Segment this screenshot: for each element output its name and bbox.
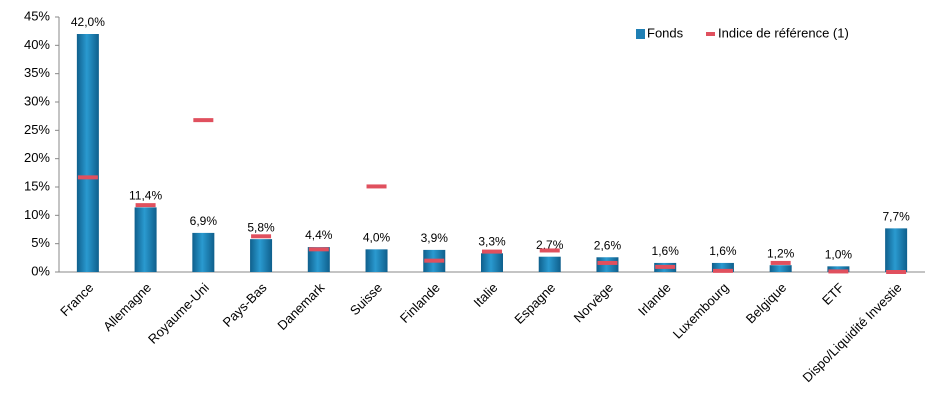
x-tick-label: Belgique xyxy=(743,280,789,326)
benchmark-marker xyxy=(193,118,214,123)
y-tick-label: 15% xyxy=(24,178,50,193)
x-tick-label: ETF xyxy=(819,280,847,308)
benchmark-marker xyxy=(135,203,156,208)
y-tick-label: 20% xyxy=(24,150,50,165)
value-label: 7,7% xyxy=(882,210,910,224)
value-label: 1,6% xyxy=(709,244,737,258)
x-tick-label: Finlande xyxy=(397,280,443,326)
benchmark-marker xyxy=(251,234,272,239)
benchmark-marker xyxy=(482,249,502,254)
benchmark-marker xyxy=(655,264,676,269)
benchmark-marker xyxy=(770,260,791,265)
y-tick-label: 30% xyxy=(24,93,50,108)
y-tick-label: 0% xyxy=(31,263,50,278)
bar xyxy=(827,266,850,272)
bar xyxy=(76,34,99,272)
bar xyxy=(885,228,908,272)
benchmark-marker xyxy=(308,247,329,252)
bar xyxy=(192,232,215,272)
benchmark-marker xyxy=(539,248,560,253)
value-label: 42,0% xyxy=(71,15,105,29)
x-tick-label: Norvège xyxy=(571,280,616,325)
value-label: 5,8% xyxy=(247,220,275,234)
bar xyxy=(481,253,503,272)
benchmark-marker xyxy=(366,184,387,189)
y-tick-label: 10% xyxy=(24,207,50,222)
value-label: 3,3% xyxy=(478,234,506,248)
value-label: 2,7% xyxy=(536,238,564,252)
bar xyxy=(307,247,330,272)
x-tick-label: Italie xyxy=(471,280,501,310)
x-tick-label: Danemark xyxy=(274,280,327,333)
legend-swatch xyxy=(636,29,645,39)
bar xyxy=(134,207,157,272)
y-tick-label: 25% xyxy=(24,122,50,137)
bar xyxy=(538,256,561,272)
bar xyxy=(711,262,734,272)
value-label: 1,6% xyxy=(652,244,680,258)
x-tick-label: Suisse xyxy=(347,280,385,318)
value-label: 1,2% xyxy=(767,246,795,260)
value-label: 3,9% xyxy=(421,231,449,245)
x-tick-label: Dispo/Liquidité Investie xyxy=(800,280,905,385)
y-tick-label: 5% xyxy=(31,235,50,250)
benchmark-marker xyxy=(828,269,849,274)
y-tick-label: 45% xyxy=(24,8,50,23)
value-label: 1,0% xyxy=(825,248,853,262)
bar xyxy=(250,239,273,272)
legend-label: Indice de référence (1) xyxy=(718,25,849,40)
y-tick-label: 40% xyxy=(24,37,50,52)
value-label: 4,4% xyxy=(305,228,333,242)
value-label: 2,6% xyxy=(594,238,622,252)
legend-swatch xyxy=(706,32,715,36)
benchmark-marker xyxy=(597,260,618,265)
x-tick-label: Luxembourg xyxy=(670,280,732,342)
benchmark-marker xyxy=(424,258,445,263)
benchmark-marker xyxy=(712,268,733,273)
x-tick-label: Irlande xyxy=(635,280,674,319)
bar xyxy=(365,249,388,272)
x-tick-label: Espagne xyxy=(511,280,558,327)
x-tick-label: Allemagne xyxy=(100,280,154,334)
x-tick-label: France xyxy=(57,280,96,319)
value-label: 6,9% xyxy=(190,214,218,228)
value-label: 4,0% xyxy=(363,231,391,245)
legend-label: Fonds xyxy=(647,25,684,40)
benchmark-marker xyxy=(886,270,907,274)
y-tick-label: 35% xyxy=(24,65,50,80)
x-tick-label: Royaume-Uni xyxy=(145,280,212,347)
value-label: 11,4% xyxy=(129,189,162,203)
bar xyxy=(769,265,792,272)
x-tick-label: Pays-Bas xyxy=(220,280,270,330)
benchmark-marker xyxy=(77,175,98,180)
